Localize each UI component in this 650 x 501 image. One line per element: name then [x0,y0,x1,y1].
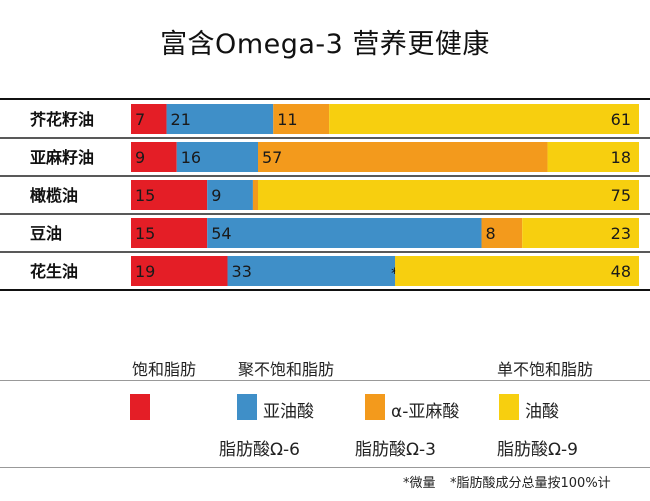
legend-swatch-alpha-linolenic [365,394,385,420]
bar-segment-oleic [522,218,639,248]
legend-label-oleic: 油酸 [525,402,559,422]
legend-group-monounsaturated: 单不饱和脂肪 [497,360,594,379]
data-label: 75 [611,186,631,205]
bar-segment-linoleic [207,180,253,210]
bar-segment-saturated [131,104,167,134]
category-label: 橄榄油 [30,186,78,205]
top-rule [0,98,650,100]
bar-segment-saturated [131,180,208,210]
legend-swatch-linoleic [237,394,257,420]
bar-segment-oleic [395,256,639,286]
legend-group-polyunsaturated: 聚不饱和脂肪 [238,360,335,379]
legend-swatch-oleic [499,394,519,420]
data-label: 11 [277,110,297,129]
data-label: 61 [611,110,631,129]
category-label: 豆油 [30,224,62,243]
data-label: 21 [171,110,191,129]
category-label: 亚麻籽油 [30,148,94,167]
data-label: 57 [262,148,282,167]
data-label: 33 [232,262,252,281]
legend-group-saturated: 饱和脂肪 [132,360,197,379]
bar-segment-linoleic [207,218,482,248]
category-label: 芥花籽油 [30,110,94,129]
category-label: 花生油 [30,262,78,281]
bar-segment-oleic [547,142,639,172]
bar-segment-linoleic [227,256,396,286]
bar-segment-alpha_linolenic [481,218,523,248]
bar-segment-alpha_linolenic [273,104,330,134]
legend-label-alpha-linolenic: α-亚麻酸 [391,402,460,422]
data-label: 48 [611,262,631,281]
bar-segment-linoleic [166,104,274,134]
bar-segment-saturated [131,256,228,286]
bar-segment-alpha_linolenic [252,180,258,210]
data-label-trace: * [391,266,398,282]
data-label: 9 [211,186,221,205]
legend-omega9: 脂肪酸Ω-9 [497,440,578,460]
footnote-trace: *微量 [403,476,436,491]
bar-segment-alpha_linolenic [258,142,548,172]
data-label: 7 [135,110,145,129]
data-label: 54 [211,224,231,243]
footer-rule [0,467,650,468]
data-label: 16 [181,148,201,167]
legend-swatch-saturated [130,394,150,420]
data-label: 19 [135,262,155,281]
data-label: 15 [135,186,155,205]
bar-segment-oleic [329,104,639,134]
legend-rule [0,380,650,381]
data-label: 15 [135,224,155,243]
legend-omega3: 脂肪酸Ω-3 [355,440,436,460]
bottom-rule [0,289,650,291]
data-label: 18 [611,148,631,167]
legend-omega6: 脂肪酸Ω-6 [219,440,300,460]
chart-title: 富含Omega-3 营养更健康 [160,29,490,60]
bar-segment-linoleic [176,142,258,172]
footnote-total: *脂肪酸成分总量按100%计 [450,476,611,491]
bar-segment-saturated [131,218,208,248]
bar-segment-oleic [258,180,639,210]
data-label: 8 [486,224,496,243]
data-label: 9 [135,148,145,167]
data-label: 23 [611,224,631,243]
legend-label-linoleic: 亚油酸 [263,402,314,422]
bar-segment-saturated [131,142,177,172]
